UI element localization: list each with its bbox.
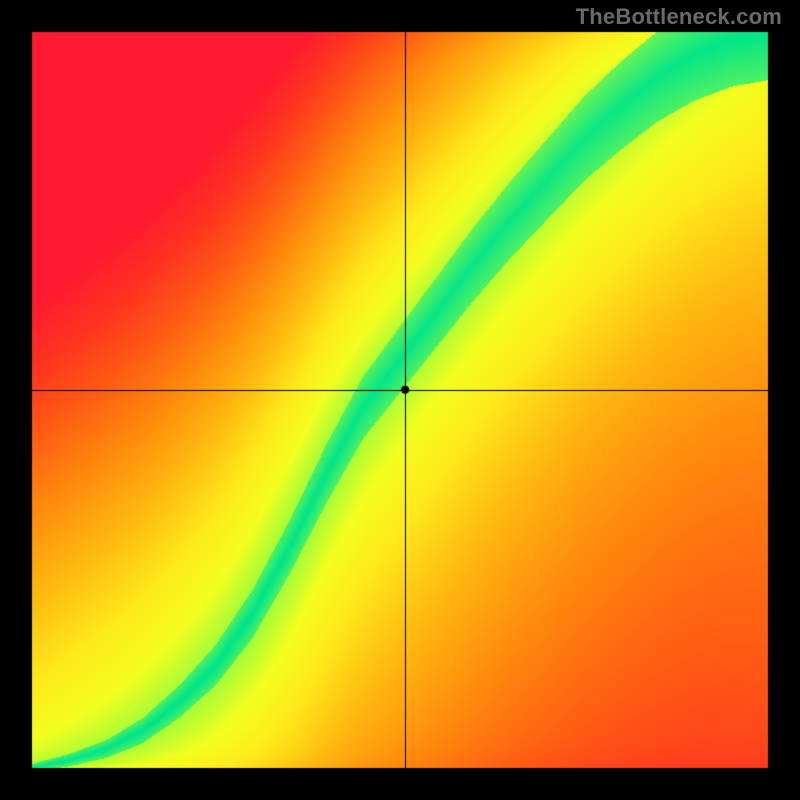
- bottleneck-heatmap-canvas: [0, 0, 800, 800]
- bottleneck-chart-container: TheBottleneck.com: [0, 0, 800, 800]
- watermark-text: TheBottleneck.com: [576, 4, 782, 30]
